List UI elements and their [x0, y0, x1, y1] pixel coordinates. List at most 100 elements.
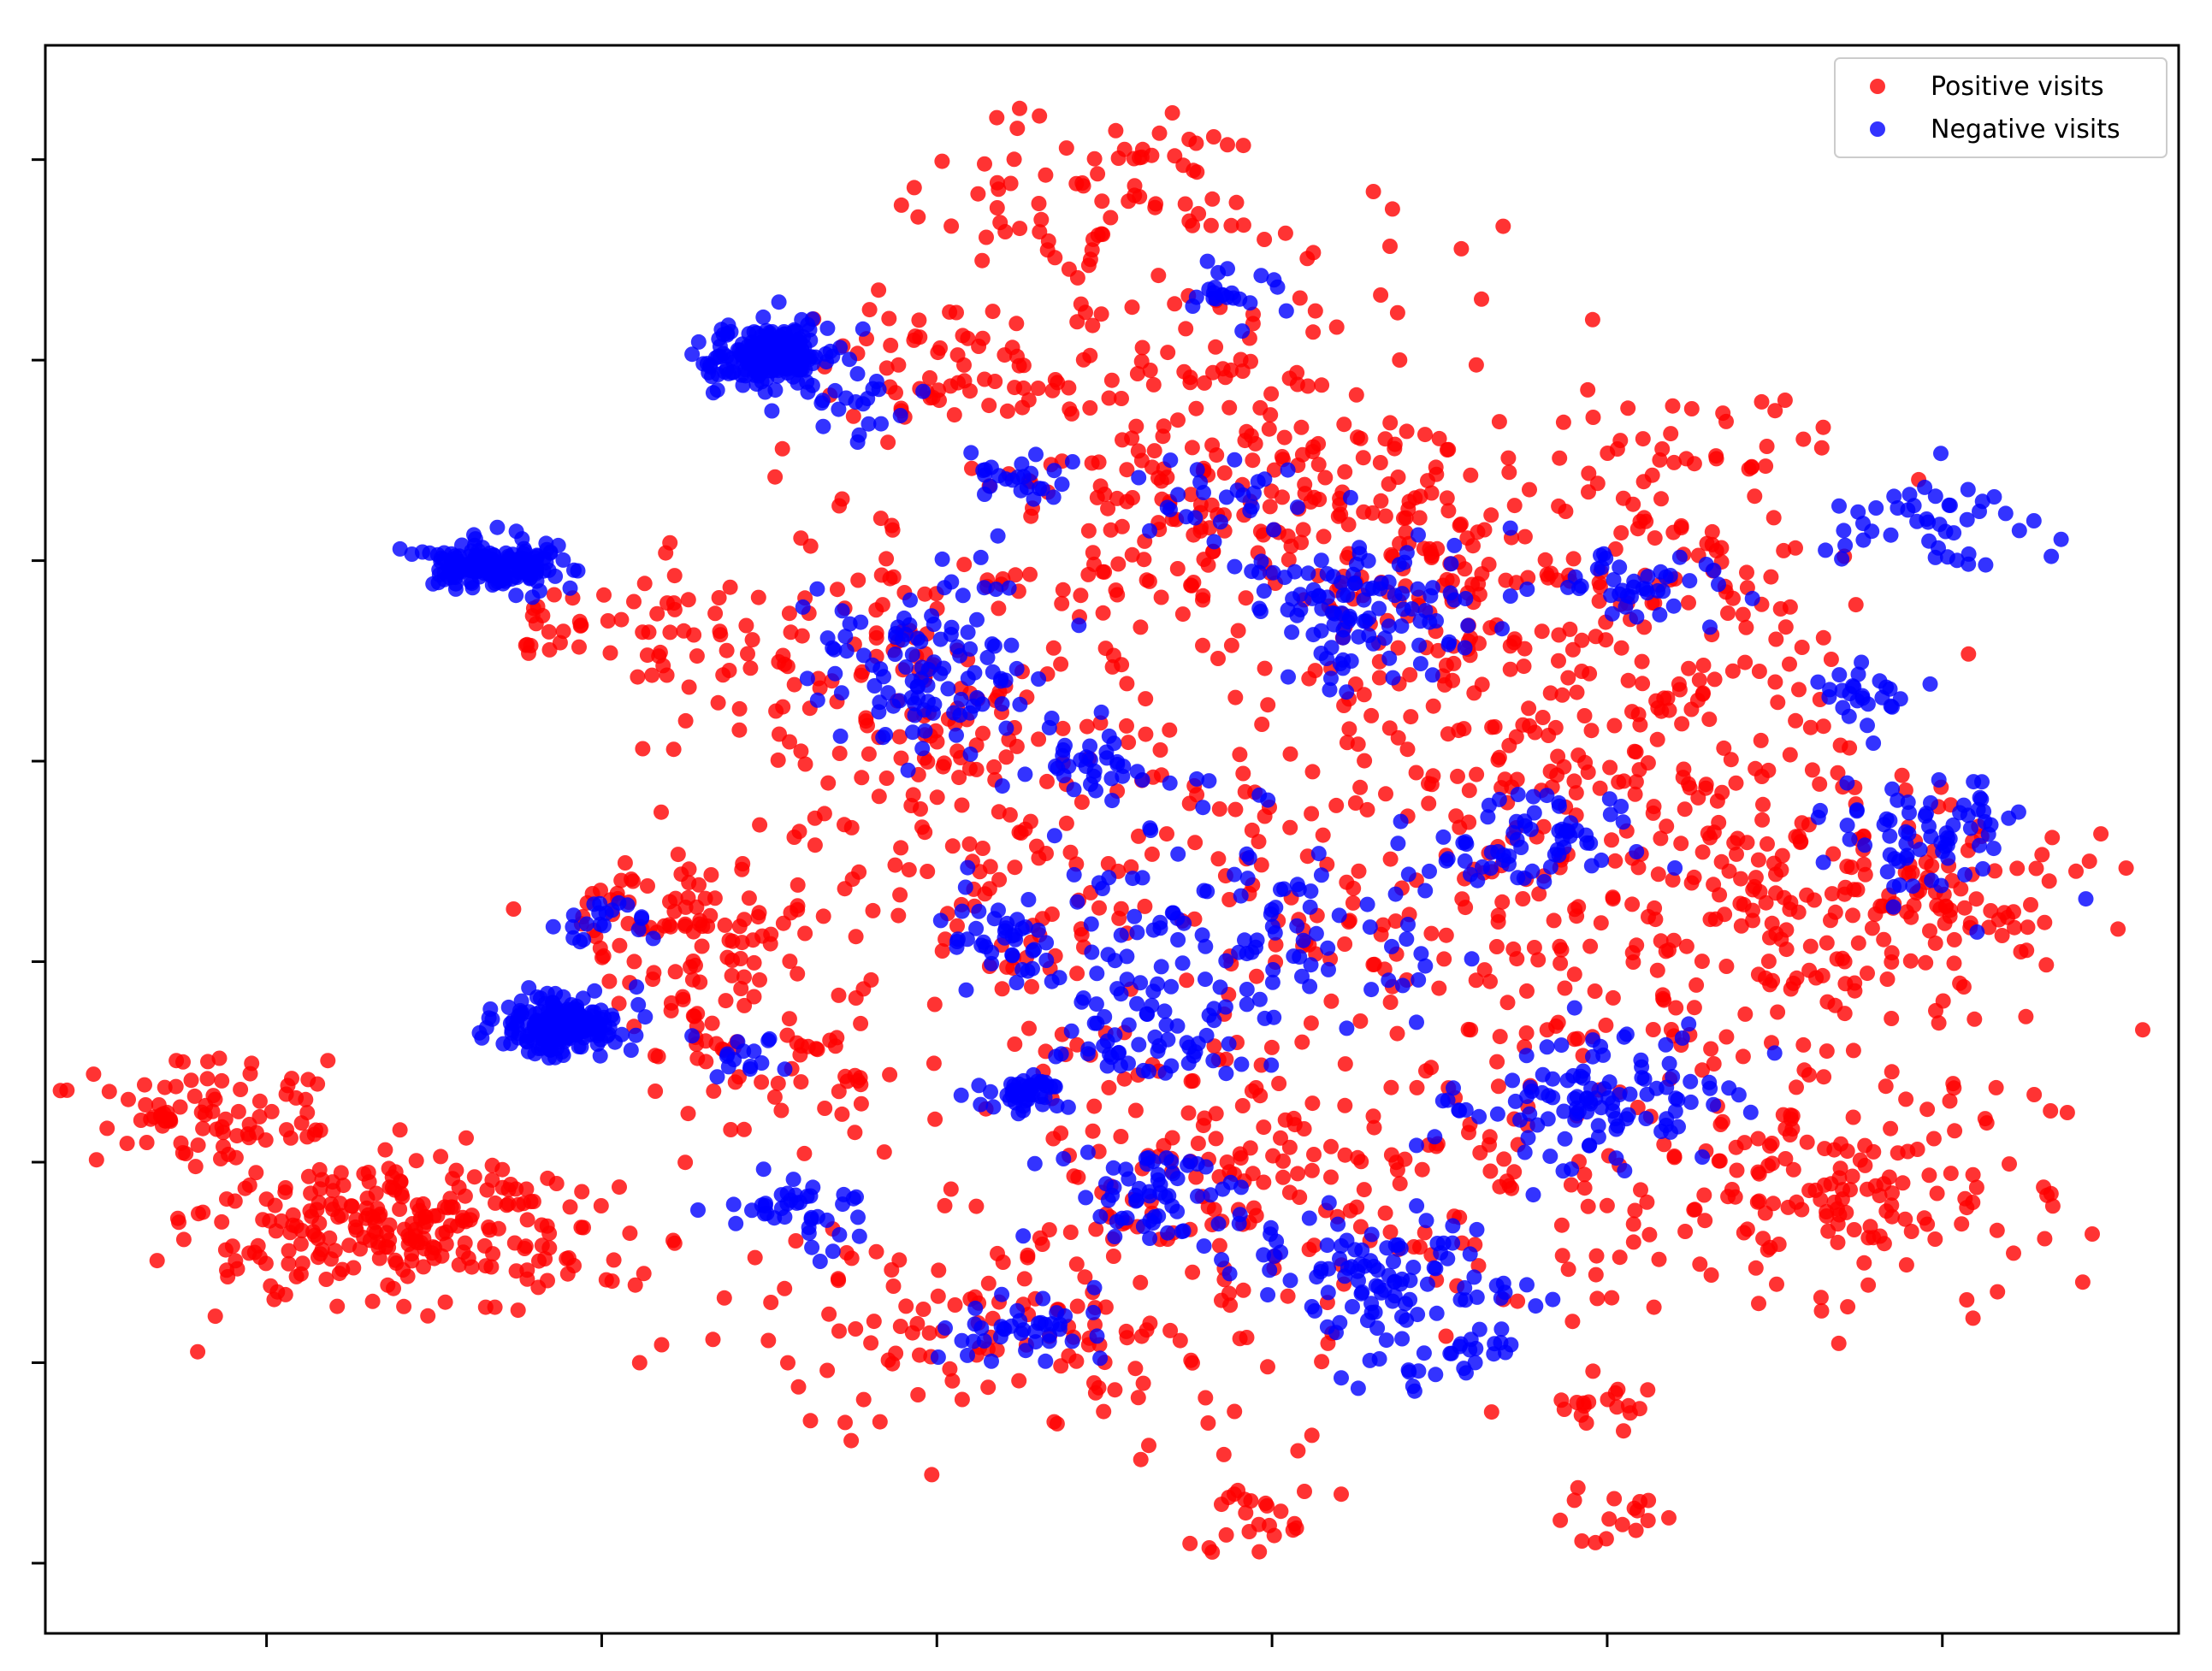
negative-visits-point [1885, 899, 1901, 915]
positive-visits-point [1303, 1015, 1319, 1031]
positive-visits-point [1824, 886, 1840, 902]
positive-visits-point [644, 667, 660, 683]
positive-visits-point [1307, 303, 1323, 319]
positive-visits-point [721, 932, 737, 948]
positive-visits-point [1164, 105, 1180, 121]
positive-visits-point [1549, 767, 1565, 783]
positive-visits-point [863, 1335, 879, 1351]
positive-visits-point [1439, 490, 1455, 506]
positive-visits-point [1990, 912, 2007, 928]
positive-visits-point [1086, 151, 1103, 167]
positive-visits-point [356, 1230, 372, 1246]
legend-label-negative: Negative visits [1931, 115, 2120, 145]
positive-visits-point [830, 582, 845, 598]
positive-visits-point [1133, 353, 1150, 369]
positive-visits-point [648, 1083, 664, 1099]
positive-visits-point [772, 726, 787, 742]
negative-visits-point [464, 576, 480, 592]
positive-visits-point [1275, 489, 1290, 505]
positive-visits-point [1050, 375, 1066, 391]
positive-visits-point [1263, 1039, 1280, 1055]
negative-visits-point [1585, 1048, 1600, 1065]
negative-visits-point [1667, 860, 1683, 876]
positive-visits-point [1696, 1187, 1712, 1203]
positive-visits-point [968, 1198, 985, 1214]
negative-visits-point [1266, 522, 1281, 538]
negative-visits-point [1018, 1343, 1034, 1359]
positive-visits-point [681, 875, 697, 891]
negative-visits-point [1446, 1080, 1461, 1096]
positive-visits-point [2002, 1156, 2017, 1172]
negative-visits-point [1096, 1038, 1112, 1054]
negative-visits-point [779, 361, 795, 377]
positive-visits-point [1352, 430, 1369, 446]
positive-visits-point [1625, 1234, 1641, 1250]
positive-visits-point [1758, 458, 1774, 475]
positive-visits-point [1568, 785, 1584, 801]
positive-visits-point [719, 642, 735, 658]
positive-visits-point [1965, 1310, 1981, 1326]
positive-visits-point [1580, 381, 1596, 398]
negative-visits-point [1547, 847, 1563, 863]
positive-visits-point [1372, 455, 1388, 470]
positive-visits-point [1387, 913, 1404, 930]
positive-visits-point [263, 1278, 279, 1294]
negative-visits-point [725, 1196, 742, 1213]
positive-visits-point [1695, 658, 1712, 673]
positive-visits-point [358, 1200, 375, 1216]
positive-visits-point [2037, 914, 2053, 930]
negative-visits-point [968, 920, 985, 936]
positive-visits-point [1113, 1129, 1129, 1144]
positive-visits-point [1297, 1484, 1312, 1499]
negative-visits-point [1400, 917, 1416, 932]
negative-visits-point [1350, 1380, 1366, 1396]
negative-visits-point [802, 1188, 819, 1204]
positive-visits-point [1281, 370, 1298, 387]
positive-visits-point [1576, 1166, 1593, 1183]
positive-visits-point [1423, 1060, 1440, 1076]
negative-visits-point [1105, 1160, 1121, 1176]
positive-visits-point [736, 969, 752, 985]
negative-visits-point [1921, 533, 1937, 549]
positive-visits-point [1129, 366, 1145, 381]
positive-visits-point [1114, 657, 1130, 673]
positive-visits-point [979, 229, 994, 245]
positive-visits-point [1832, 1160, 1848, 1177]
positive-visits-point [1591, 593, 1607, 609]
positive-visits-point [1146, 443, 1162, 459]
negative-visits-point [1876, 817, 1892, 833]
positive-visits-point [1505, 941, 1522, 957]
negative-visits-point [535, 1022, 551, 1038]
negative-visits-point [1088, 996, 1104, 1013]
negative-visits-point [1217, 999, 1233, 1015]
positive-visits-point [1474, 291, 1489, 307]
negative-visits-point [1636, 1071, 1653, 1087]
positive-visits-point [750, 589, 766, 605]
negative-visits-point [1674, 1030, 1690, 1046]
positive-visits-point [1788, 712, 1804, 729]
positive-visits-point [1128, 418, 1144, 434]
negative-visits-point [1600, 1089, 1617, 1106]
negative-visits-point [521, 980, 537, 996]
positive-visits-point [1780, 1199, 1796, 1215]
negative-visits-point [1391, 557, 1407, 573]
negative-visits-point [1920, 514, 1937, 530]
positive-visits-point [1020, 1249, 1036, 1266]
positive-visits-point [1101, 390, 1117, 406]
positive-visits-point [1491, 414, 1507, 430]
negative-visits-point [1513, 840, 1529, 855]
positive-visits-point [1211, 1237, 1227, 1254]
positive-visits-point [1054, 595, 1070, 611]
positive-visits-point [1476, 522, 1493, 538]
positive-visits-point [861, 302, 878, 318]
positive-visits-point [1356, 687, 1372, 703]
positive-visits-point [1857, 1157, 1873, 1173]
positive-visits-point [943, 1181, 959, 1197]
negative-visits-point [832, 728, 849, 744]
negative-visits-point [1922, 676, 1938, 692]
positive-visits-point [1353, 1154, 1369, 1170]
negative-visits-point [1229, 482, 1245, 499]
positive-visits-point [1261, 421, 1277, 437]
positive-visits-point [1704, 523, 1720, 540]
negative-visits-point [1457, 1280, 1473, 1296]
